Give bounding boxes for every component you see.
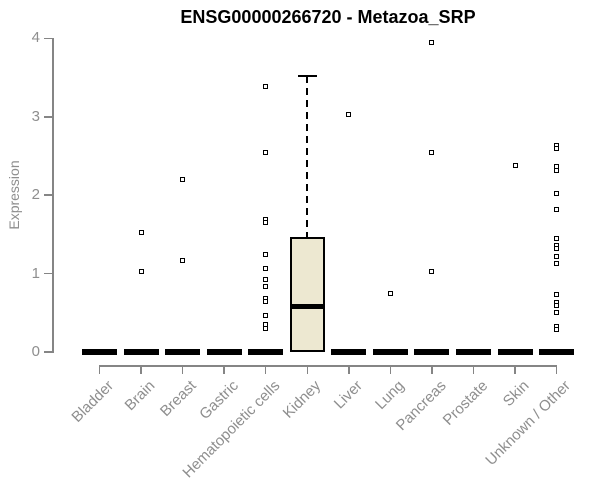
x-axis-tick	[264, 365, 267, 374]
y-tick-label: 1	[31, 264, 40, 282]
y-axis-line	[52, 38, 54, 354]
outlier-point	[263, 83, 269, 89]
x-axis-line	[98, 365, 558, 367]
outlier-point	[554, 260, 560, 266]
collapsed-box-median	[497, 349, 533, 355]
collapsed-box-median	[248, 349, 284, 355]
outlier-point	[263, 325, 269, 331]
whisker-cap	[297, 74, 317, 78]
outlier-point	[554, 303, 560, 309]
x-axis-tick	[348, 365, 350, 374]
collapsed-box-median	[165, 349, 201, 355]
outlier-point	[554, 206, 560, 212]
outlier-point	[554, 145, 560, 151]
y-axis-tick	[44, 194, 52, 196]
x-axis-tick	[555, 365, 558, 374]
y-axis-tick	[44, 272, 52, 275]
collapsed-box-median	[123, 349, 159, 355]
outlier-point	[263, 284, 269, 290]
x-category-label: Prostate	[439, 377, 491, 429]
outlier-point	[346, 111, 352, 117]
x-axis-tick	[140, 365, 142, 374]
outlier-point	[554, 253, 560, 259]
x-axis-tick	[181, 365, 184, 374]
x-axis-tick	[223, 365, 225, 374]
y-tick-label: 0	[31, 343, 40, 360]
outlier-point	[263, 312, 269, 318]
y-tick-label: 4	[31, 29, 40, 47]
outlier-point	[180, 177, 186, 183]
x-axis-tick	[514, 365, 516, 374]
outlier-point	[554, 191, 560, 197]
x-axis-tick	[472, 365, 475, 374]
outlier-point	[263, 299, 269, 305]
collapsed-box-median	[331, 349, 367, 355]
y-axis-tick	[44, 116, 52, 118]
whisker-line	[306, 76, 309, 237]
outlier-point	[180, 257, 186, 263]
outlier-point	[263, 277, 269, 283]
outlier-point	[263, 150, 269, 156]
collapsed-box-median	[539, 349, 575, 355]
x-axis-tick	[98, 365, 101, 374]
x-axis-tick	[389, 365, 392, 374]
x-category-label: Bladder	[68, 377, 117, 426]
collapsed-box-median	[414, 349, 450, 355]
x-category-label: Liver	[331, 377, 367, 413]
outlier-point	[429, 268, 435, 274]
x-axis-tick	[431, 365, 433, 374]
outlier-point	[554, 246, 560, 251]
chart-title: ENSG00000266720 - Metazoa_SRP	[180, 7, 476, 27]
y-tick-label: 2	[31, 186, 40, 204]
outlier-point	[263, 220, 269, 226]
x-category-label: Brain	[121, 377, 159, 415]
box-iqr	[289, 236, 325, 352]
y-axis-tick	[44, 37, 52, 40]
x-category-label: Skin	[499, 377, 533, 410]
outlier-point	[138, 268, 144, 274]
outlier-point	[554, 326, 560, 332]
collapsed-box-median	[82, 349, 117, 355]
x-category-label: Kidney	[280, 377, 325, 422]
outlier-point	[512, 162, 518, 168]
collapsed-box-median	[206, 349, 242, 355]
outlier-point	[554, 310, 560, 316]
outlier-point	[387, 290, 393, 296]
x-category-label: Breast	[157, 377, 200, 420]
outlier-point	[429, 150, 435, 156]
outlier-point	[263, 265, 269, 271]
collapsed-box-median	[372, 349, 408, 355]
outlier-point	[429, 39, 435, 45]
x-category-label: Lung	[372, 377, 408, 413]
x-axis-tick	[306, 365, 308, 374]
outlier-point	[263, 252, 269, 258]
outlier-point	[554, 167, 560, 173]
median-line	[289, 304, 325, 310]
outlier-point	[554, 235, 560, 241]
outlier-point	[138, 230, 144, 236]
y-axis-tick	[44, 351, 52, 353]
outlier-point	[554, 292, 560, 298]
collapsed-box-median	[455, 349, 491, 355]
y-tick-label: 3	[31, 107, 40, 125]
